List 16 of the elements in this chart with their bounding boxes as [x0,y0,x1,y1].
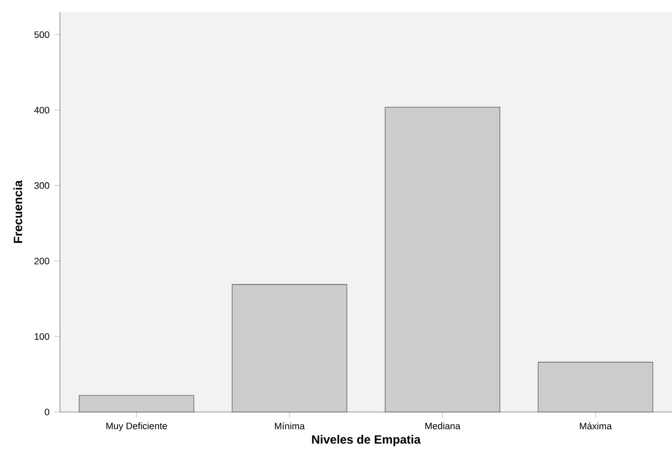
x-tick-label: Mínima [274,422,305,430]
x-tick-label: Mediana [425,422,460,430]
y-tick-label: 400 [34,106,50,114]
bar [232,284,348,412]
bar [538,362,654,412]
x-tick-label: Muy Deficiente [106,422,167,432]
y-tick-label: 500 [34,31,50,38]
y-tick-label: 100 [34,333,50,340]
y-tick-label: 0 [44,408,50,416]
y-axis-title: Frecuencia [13,180,22,243]
bar [384,106,500,412]
x-tick-label: Máxima [580,422,612,430]
bar [78,395,194,412]
y-tick-label: 300 [34,182,50,189]
y-tick-label: 200 [34,258,50,264]
x-axis-title: Niveles de Empatia [312,434,421,446]
